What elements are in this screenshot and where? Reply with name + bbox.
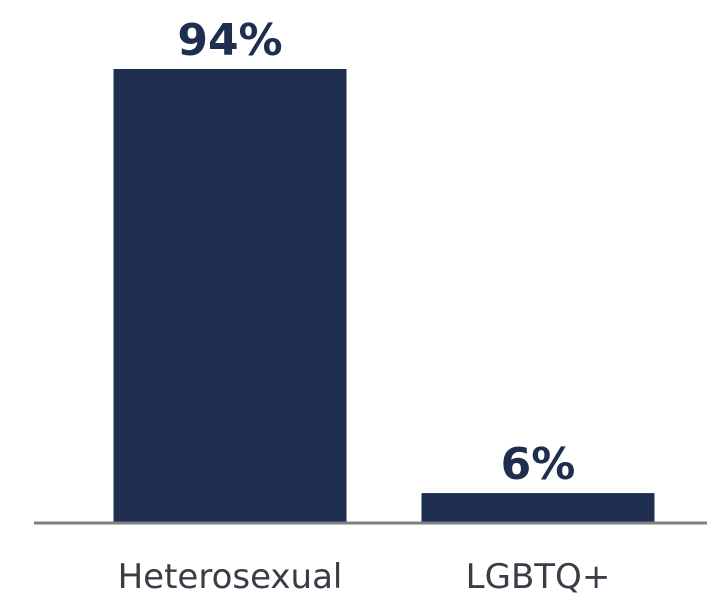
category-labels-group: Heterosexual LGBTQ+ xyxy=(118,557,611,597)
bar-heterosexual xyxy=(113,69,347,522)
value-label-1: 6% xyxy=(501,439,576,490)
bar-lgbtq xyxy=(421,493,655,522)
value-labels-group: 94% 6% xyxy=(177,15,575,490)
bars-group xyxy=(113,69,655,522)
category-label-1: LGBTQ+ xyxy=(466,557,611,597)
value-label-0: 94% xyxy=(177,15,282,66)
category-label-0: Heterosexual xyxy=(118,557,343,597)
